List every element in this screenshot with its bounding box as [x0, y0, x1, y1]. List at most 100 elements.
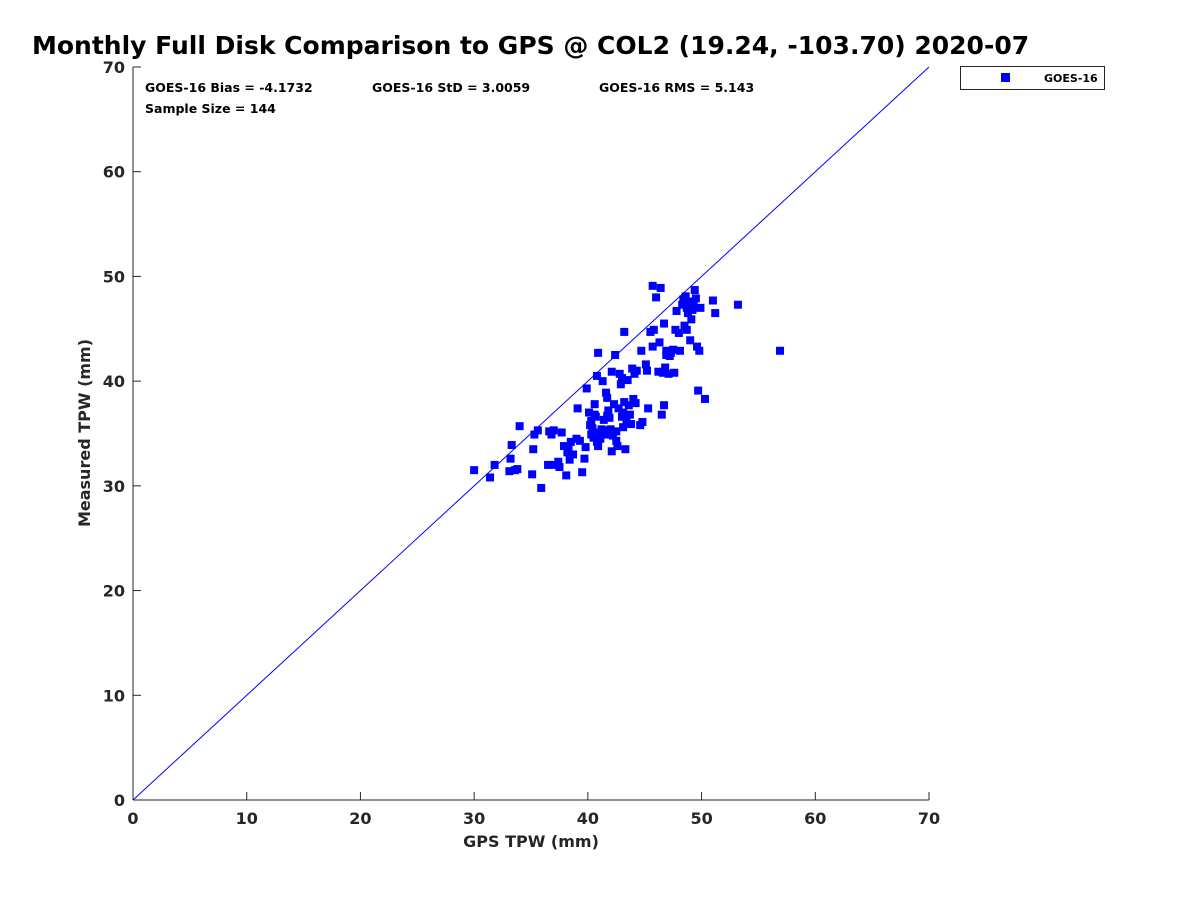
data-point: [683, 309, 692, 318]
data-point: [662, 346, 671, 355]
data-point: [642, 366, 651, 375]
data-point: [569, 450, 578, 459]
data-point: [554, 457, 563, 466]
data-point: [555, 463, 564, 472]
data-point: [711, 309, 720, 318]
x-ticks: 0 10 20 30 40 50 60 70: [127, 792, 940, 828]
data-point: [582, 384, 591, 393]
y-tick-label: 10: [103, 686, 125, 705]
y-tick-label: 20: [103, 582, 125, 601]
data-points: [470, 281, 785, 492]
data-point: [700, 394, 709, 403]
data-point: [602, 430, 611, 439]
data-point: [614, 404, 623, 413]
data-point: [674, 328, 683, 337]
data-point: [657, 410, 666, 419]
data-point: [578, 468, 587, 477]
data-point: [594, 442, 603, 451]
data-point: [599, 415, 608, 424]
data-point: [602, 388, 611, 397]
rms-stat: GOES-16 RMS = 5.143: [599, 80, 754, 95]
data-point: [603, 411, 612, 420]
data-point: [672, 306, 681, 315]
data-point: [547, 430, 556, 439]
data-point: [612, 436, 621, 445]
data-point: [575, 436, 584, 445]
data-point: [615, 369, 624, 378]
x-axis-label: GPS TPW (mm): [463, 832, 599, 851]
x-tick-label: 40: [577, 809, 599, 828]
data-point: [603, 393, 612, 402]
data-point: [675, 346, 684, 355]
data-point: [656, 283, 665, 292]
legend-marker: [1001, 73, 1010, 82]
data-point: [628, 364, 637, 373]
data-point: [689, 298, 698, 307]
sample-size-stat: Sample Size = 144: [145, 101, 276, 116]
data-point: [507, 441, 516, 450]
data-point: [573, 404, 582, 413]
data-point: [529, 445, 538, 454]
data-point: [566, 437, 575, 446]
bias-stat: GOES-16 Bias = -4.1732: [145, 80, 313, 95]
x-tick-label: 10: [236, 809, 258, 828]
data-point: [638, 417, 647, 426]
data-point: [664, 369, 673, 378]
y-ticks: 0 10 20 30 40 50 60 70: [103, 58, 141, 810]
chart-title: Monthly Full Disk Comparison to GPS @ CO…: [32, 31, 1029, 60]
data-point: [696, 303, 705, 312]
data-point: [537, 483, 546, 492]
data-point: [613, 442, 622, 451]
data-point: [559, 442, 568, 451]
data-point: [588, 424, 597, 433]
axes: [132, 67, 929, 801]
data-point: [660, 401, 669, 410]
data-point: [695, 346, 704, 355]
data-point: [776, 346, 785, 355]
legend-label: GOES-16: [1044, 72, 1098, 85]
data-point: [598, 377, 607, 386]
y-tick-label: 60: [103, 163, 125, 182]
y-axis-label: Measured TPW (mm): [75, 339, 94, 527]
data-point: [644, 404, 653, 413]
data-point: [631, 399, 640, 408]
data-point: [624, 401, 633, 410]
data-point: [549, 426, 558, 435]
data-point: [590, 410, 599, 419]
data-point: [648, 281, 657, 290]
y-tick-label: 0: [114, 791, 125, 810]
data-point: [611, 350, 620, 359]
data-point: [592, 371, 601, 380]
data-point: [658, 368, 667, 377]
data-point: [557, 428, 566, 437]
data-point: [655, 338, 664, 347]
data-point: [733, 300, 742, 309]
y-tick-label: 70: [103, 58, 125, 77]
data-point: [515, 422, 524, 431]
data-point: [610, 427, 619, 436]
data-point: [625, 410, 634, 419]
legend: GOES-16: [960, 66, 1105, 90]
data-point: [616, 380, 625, 389]
data-point: [590, 400, 599, 409]
data-point: [708, 296, 717, 305]
data-point: [680, 321, 689, 330]
data-point: [665, 352, 674, 361]
data-point: [629, 394, 638, 403]
data-point: [587, 416, 596, 425]
data-point: [528, 470, 537, 479]
data-point: [490, 460, 499, 469]
data-point: [669, 345, 678, 354]
data-point: [617, 374, 626, 383]
y-tick-label: 30: [103, 477, 125, 496]
data-point: [604, 406, 613, 415]
data-point: [584, 408, 593, 417]
data-point: [607, 447, 616, 456]
data-point: [607, 367, 616, 376]
x-tick-label: 20: [349, 809, 371, 828]
data-point: [620, 398, 629, 407]
data-point: [670, 368, 679, 377]
data-point: [688, 305, 697, 314]
data-point: [600, 426, 609, 435]
